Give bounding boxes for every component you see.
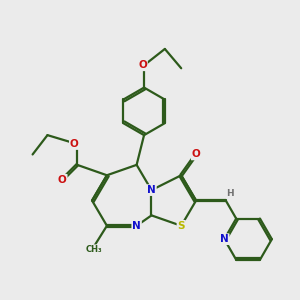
- Text: O: O: [192, 149, 200, 160]
- Text: N: N: [147, 185, 156, 195]
- Text: O: O: [58, 175, 67, 185]
- Text: N: N: [220, 234, 229, 244]
- Text: O: O: [138, 60, 147, 70]
- Text: CH₃: CH₃: [85, 245, 102, 254]
- Text: H: H: [226, 189, 234, 198]
- Text: S: S: [178, 221, 185, 231]
- Text: O: O: [70, 139, 79, 149]
- Text: N: N: [132, 221, 141, 231]
